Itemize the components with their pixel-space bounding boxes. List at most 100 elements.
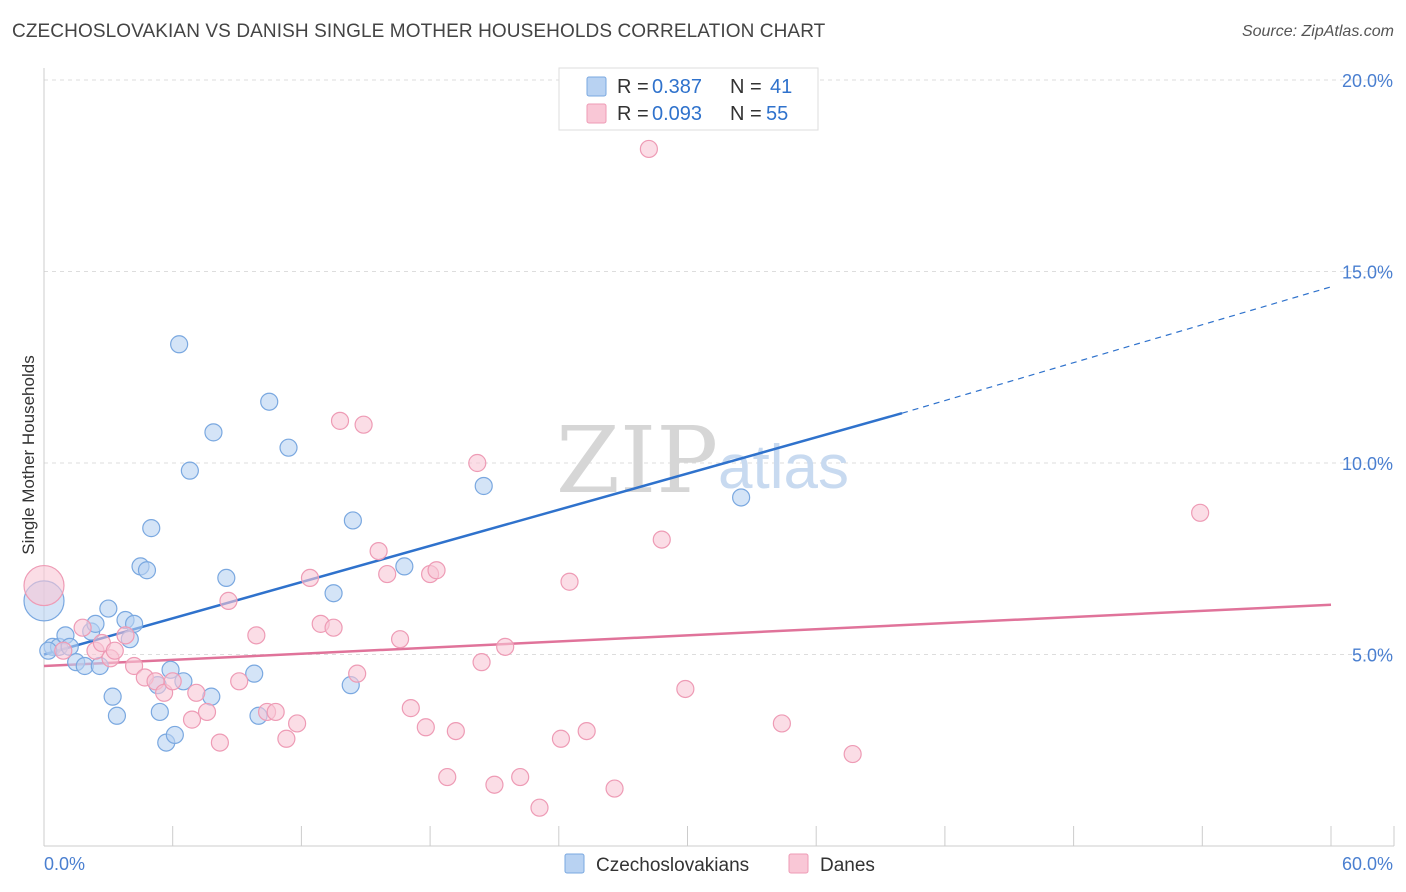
point-czechoslovakian [103,687,122,706]
point-dane [197,702,217,722]
point-czechoslovakian [395,557,414,576]
grid-lines [44,79,1394,655]
point-dane [219,591,238,610]
point-dane [116,626,135,645]
point-dane [163,672,182,691]
legend-n-value-danes: 55 [766,103,788,125]
point-dane [187,683,206,702]
trend-extension-czechoslovakian [901,286,1332,414]
point-dane [354,415,373,434]
point-dane [247,626,266,645]
watermark-zip: ZIP [556,407,718,514]
legend-r-value-czechoslovakians: 0.387 [652,76,702,98]
point-dane [530,798,549,817]
point-czechoslovakian [260,392,279,411]
point-czechoslovakian [202,687,221,706]
bottom-legend-label-czechoslovakians: Czechoslovakians [596,855,749,876]
point-dane [416,718,435,737]
point-czechoslovakian [217,568,236,588]
chart-source: Source: ZipAtlas.com [1241,23,1394,40]
x-tick-label-max: 60.0% [1342,854,1393,874]
point-dane [300,568,320,588]
legend-r-label-danes: R = [617,103,649,125]
point-dane [551,729,571,748]
point-dane [348,664,367,683]
legend-n-label-czechoslovakians: N = [730,76,762,98]
y-tick-label: 15.0% [1342,263,1393,283]
bottom-legend-swatch-danes [788,853,809,874]
x-tick-label-min: 0.0% [44,854,85,874]
point-dane [378,564,397,584]
watermark: ZIP atlas [556,407,849,514]
y-tick-label: 10.0% [1342,454,1393,474]
bottom-legend-swatch-czechoslovakians [564,853,585,874]
legend-n-value-czechoslovakians: 41 [770,76,792,98]
point-dane [324,618,343,637]
point-czechoslovakian [107,706,127,725]
point-dane [468,453,487,473]
point-dane [652,530,671,549]
tick-labels: 5.0% 10.0% 15.0% 20.0% 0.0% 60.0% [44,71,1393,874]
point-dane [182,710,202,729]
data-points [23,139,1210,817]
point-dane [772,714,791,733]
point-czechoslovakian [343,511,362,530]
legend-r-value-danes: 0.093 [652,103,702,125]
y-tick-label: 20.0% [1342,71,1393,91]
point-dane [23,564,65,607]
axes [43,68,1395,847]
trend-line-dane [43,603,1332,668]
point-dane [639,139,658,159]
point-czechoslovakian [180,461,199,480]
point-czechoslovakian [150,702,169,722]
stats-legend: R = 0.387 N = 41 R = 0.093 N = 55 [558,67,819,131]
point-dane [577,721,596,741]
bottom-legend-label-danes: Danes [820,855,875,876]
point-dane [369,541,388,561]
point-czechoslovakian [170,335,189,354]
legend-swatch-czechoslovakians [586,76,607,97]
point-czechoslovakian [204,423,223,442]
point-dane [843,744,862,764]
series-legend: Czechoslovakians Danes [564,853,875,876]
point-czechoslovakian [137,561,157,580]
trend-lines [43,286,1332,668]
point-dane [427,561,446,580]
point-dane [511,767,530,787]
y-axis-title: Single Mother Households [19,355,38,554]
point-czechoslovakian [474,476,493,496]
point-dane [277,729,296,748]
chart-title: CZECHOSLOVAKIAN VS DANISH SINGLE MOTHER … [12,21,826,42]
point-dane [210,733,229,752]
point-dane [288,714,307,733]
legend-r-label-czechoslovakians: R = [617,76,649,98]
point-czechoslovakian [324,584,343,603]
trend-line-czechoslovakian [43,412,903,656]
point-dane [401,699,420,718]
point-dane [605,779,624,798]
point-czechoslovakian [732,488,751,507]
y-tick-label: 5.0% [1352,646,1393,666]
point-dane [485,775,504,794]
legend-n-label-danes: N = [730,103,762,125]
point-dane [438,767,457,787]
point-dane [390,630,410,649]
point-dane [472,653,491,672]
point-dane [124,656,144,676]
point-dane [446,721,465,741]
point-dane [330,411,350,430]
point-dane [1191,503,1210,522]
legend-swatch-danes [586,103,607,124]
point-dane [230,672,249,691]
point-czechoslovakian [165,725,184,745]
point-czechoslovakian [245,664,264,683]
point-czechoslovakian [279,438,298,457]
point-czechoslovakian [99,599,118,618]
point-dane [266,702,285,722]
point-czechoslovakian [142,519,161,538]
point-dane [54,641,73,660]
point-dane [560,572,579,591]
point-dane [496,637,515,656]
